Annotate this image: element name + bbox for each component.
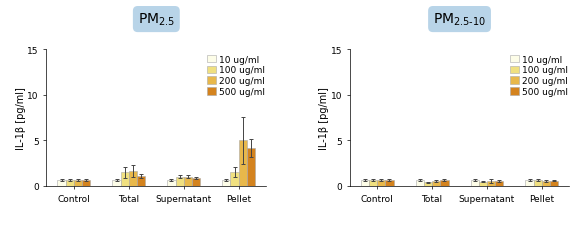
Bar <box>550 181 558 186</box>
Bar <box>112 180 121 186</box>
Bar <box>239 141 247 186</box>
Bar <box>66 180 74 186</box>
Legend: 10 ug/ml, 100 ug/ml, 200 ug/ml, 500 ug/ml: 10 ug/ml, 100 ug/ml, 200 ug/ml, 500 ug/m… <box>509 54 569 97</box>
Bar <box>542 181 550 186</box>
Bar <box>137 176 145 186</box>
Text: PM$_{2.5}$: PM$_{2.5}$ <box>138 12 175 28</box>
Legend: 10 ug/ml, 100 ug/ml, 200 ug/ml, 500 ug/ml: 10 ug/ml, 100 ug/ml, 200 ug/ml, 500 ug/m… <box>206 54 266 97</box>
Bar <box>479 182 487 186</box>
Bar <box>192 178 200 186</box>
Bar <box>361 180 369 186</box>
Bar <box>377 180 385 186</box>
Bar <box>167 180 175 186</box>
Bar <box>471 180 479 186</box>
Bar <box>424 183 432 186</box>
Bar <box>495 181 504 186</box>
Bar <box>534 180 542 186</box>
Bar <box>184 177 192 186</box>
Bar <box>82 180 91 186</box>
Bar <box>121 173 129 186</box>
Bar <box>231 172 239 186</box>
Bar <box>385 180 393 186</box>
Bar <box>487 181 495 186</box>
Y-axis label: IL-1β [pg/ml]: IL-1β [pg/ml] <box>319 87 329 149</box>
Bar <box>247 148 255 186</box>
Bar <box>369 180 377 186</box>
Y-axis label: IL-1β [pg/ml]: IL-1β [pg/ml] <box>16 87 26 149</box>
Bar <box>175 177 184 186</box>
Bar <box>432 181 440 186</box>
Bar <box>129 171 137 186</box>
Bar <box>440 180 449 186</box>
Bar <box>74 180 82 186</box>
Bar <box>415 180 424 186</box>
Bar <box>58 180 66 186</box>
Text: PM$_{2.5\text{-}10}$: PM$_{2.5\text{-}10}$ <box>433 12 486 28</box>
Bar <box>223 180 231 186</box>
Bar <box>525 180 534 186</box>
